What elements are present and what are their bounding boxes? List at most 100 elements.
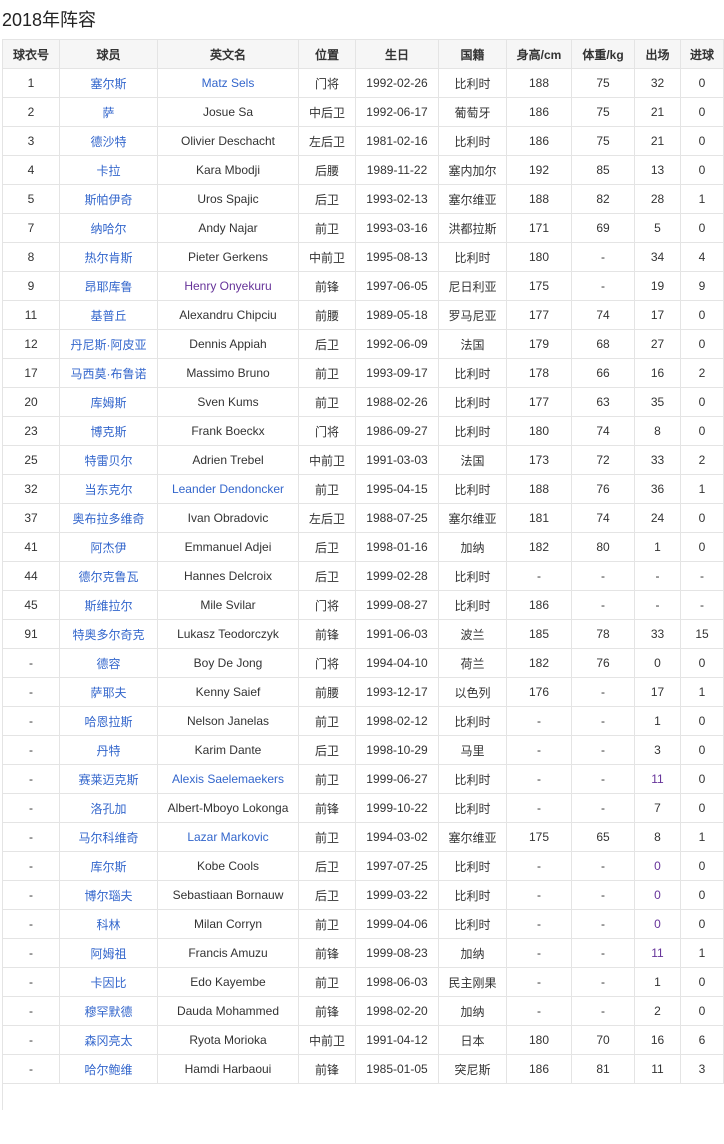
player-name-link[interactable]: 德沙特 [59, 126, 158, 156]
nationality: 洪都拉斯 [438, 213, 507, 243]
height: 178 [506, 358, 572, 388]
player-name-link[interactable]: 博尔瑙夫 [59, 880, 158, 910]
shirt-number: - [2, 793, 60, 823]
height: 175 [506, 822, 572, 852]
english-name: Edo Kayembe [157, 967, 299, 997]
position: 左后卫 [298, 503, 356, 533]
player-name-link[interactable]: 哈尔鲍维 [59, 1054, 158, 1084]
player-name-link[interactable]: 阿杰伊 [59, 532, 158, 562]
english-name-link[interactable]: Henry Onyekuru [157, 271, 299, 301]
height: 179 [506, 329, 572, 359]
table-row: - 哈尔鲍维 Hamdi Harbaoui 前锋 1985-01-05 突尼斯 186 81 1… [2, 1054, 724, 1084]
player-name-link[interactable]: 丹特 [59, 735, 158, 765]
height: 176 [506, 677, 572, 707]
english-name: Uros Spajic [157, 184, 299, 214]
weight: 76 [571, 648, 635, 678]
appearances: 13 [634, 155, 681, 185]
position: 前卫 [298, 706, 356, 736]
player-name-link[interactable]: 萨 [59, 97, 158, 127]
player-name-link[interactable]: 马西莫·布鲁诺 [59, 358, 158, 388]
player-name-link[interactable]: 穆罕默德 [59, 996, 158, 1026]
player-name-link[interactable]: 丹尼斯·阿皮亚 [59, 329, 158, 359]
appearances: 7 [634, 793, 681, 823]
table-border [2, 1083, 3, 1110]
player-name-link[interactable]: 卡因比 [59, 967, 158, 997]
player-name-link[interactable]: 基普丘 [59, 300, 158, 330]
player-name-link[interactable]: 哈恩拉斯 [59, 706, 158, 736]
player-name-link[interactable]: 萨耶夫 [59, 677, 158, 707]
shirt-number: 11 [2, 300, 60, 330]
appearances: 24 [634, 503, 681, 533]
weight: - [571, 677, 635, 707]
birthday: 1989-11-22 [355, 155, 439, 185]
nationality: 荷兰 [438, 648, 507, 678]
player-name-link[interactable]: 博克斯 [59, 416, 158, 446]
goals: 0 [680, 735, 724, 765]
goals: 0 [680, 213, 724, 243]
table-row: - 博尔瑙夫 Sebastiaan Bornauw 后卫 1999-03-22 比利时 - -… [2, 880, 724, 910]
player-name-link[interactable]: 赛莱迈克斯 [59, 764, 158, 794]
player-name-link[interactable]: 斯帕伊奇 [59, 184, 158, 214]
goals: 0 [680, 416, 724, 446]
height: 188 [506, 68, 572, 98]
player-name-link[interactable]: 阿姆祖 [59, 938, 158, 968]
nationality: 比利时 [438, 126, 507, 156]
player-name-link[interactable]: 特奥多尔奇克 [59, 619, 158, 649]
player-name-link[interactable]: 洛孔加 [59, 793, 158, 823]
player-name-link[interactable]: 德尔克鲁瓦 [59, 561, 158, 591]
appearances: - [634, 561, 681, 591]
shirt-number: 9 [2, 271, 60, 301]
birthday: 1998-02-12 [355, 706, 439, 736]
goals: 0 [680, 387, 724, 417]
height: 177 [506, 387, 572, 417]
nationality: 以色列 [438, 677, 507, 707]
weight: 80 [571, 532, 635, 562]
shirt-number: - [2, 938, 60, 968]
weight: 69 [571, 213, 635, 243]
shirt-number: 20 [2, 387, 60, 417]
shirt-number: - [2, 677, 60, 707]
position: 中前卫 [298, 242, 356, 272]
player-name-link[interactable]: 库姆斯 [59, 387, 158, 417]
player-name-link[interactable]: 马尔科维奇 [59, 822, 158, 852]
height: - [506, 909, 572, 939]
english-name-link[interactable]: Leander Dendoncker [157, 474, 299, 504]
shirt-number: 41 [2, 532, 60, 562]
goals: 0 [680, 300, 724, 330]
player-name-link[interactable]: 库尔斯 [59, 851, 158, 881]
player-name-link[interactable]: 斯维拉尔 [59, 590, 158, 620]
position: 后卫 [298, 561, 356, 591]
height: - [506, 967, 572, 997]
birthday: 1994-04-10 [355, 648, 439, 678]
player-name-link[interactable]: 森冈亮太 [59, 1025, 158, 1055]
english-name: Andy Najar [157, 213, 299, 243]
table-row: - 穆罕默德 Dauda Mohammed 前锋 1998-02-20 加纳 - -2 0 [2, 996, 724, 1026]
table-row: - 德容 Boy De Jong 门将 1994-04-10 荷兰 182 76 0 0 [2, 648, 724, 678]
birthday: 1999-06-27 [355, 764, 439, 794]
english-name: Kara Mbodji [157, 155, 299, 185]
weight: - [571, 590, 635, 620]
english-name: Dauda Mohammed [157, 996, 299, 1026]
player-name-link[interactable]: 科林 [59, 909, 158, 939]
player-name-link[interactable]: 卡拉 [59, 155, 158, 185]
height: 181 [506, 503, 572, 533]
player-name-link[interactable]: 热尔肯斯 [59, 242, 158, 272]
table-row: 23 博克斯 Frank Boeckx 门将 1986-09-27 比利时 180 74 8 0 [2, 416, 724, 446]
table-row: 3 德沙特 Olivier Deschacht 左后卫 1981-02-16 比利时 186… [2, 126, 724, 156]
english-name-link[interactable]: Alexis Saelemaekers [157, 764, 299, 794]
birthday: 1989-05-18 [355, 300, 439, 330]
player-name-link[interactable]: 塞尔斯 [59, 68, 158, 98]
player-name-link[interactable]: 当东克尔 [59, 474, 158, 504]
english-name: Pieter Gerkens [157, 242, 299, 272]
weight: 75 [571, 97, 635, 127]
english-name-link[interactable]: Matz Sels [157, 68, 299, 98]
player-name-link[interactable]: 德容 [59, 648, 158, 678]
player-name-link[interactable]: 昂耶库鲁 [59, 271, 158, 301]
shirt-number: 17 [2, 358, 60, 388]
appearances: 11 [634, 764, 681, 794]
player-name-link[interactable]: 奥布拉多维奇 [59, 503, 158, 533]
english-name-link[interactable]: Lazar Markovic [157, 822, 299, 852]
table-row: 25 特雷贝尔 Adrien Trebel 中前卫 1991-03-03 法国 173 72 3… [2, 445, 724, 475]
player-name-link[interactable]: 特雷贝尔 [59, 445, 158, 475]
player-name-link[interactable]: 纳哈尔 [59, 213, 158, 243]
